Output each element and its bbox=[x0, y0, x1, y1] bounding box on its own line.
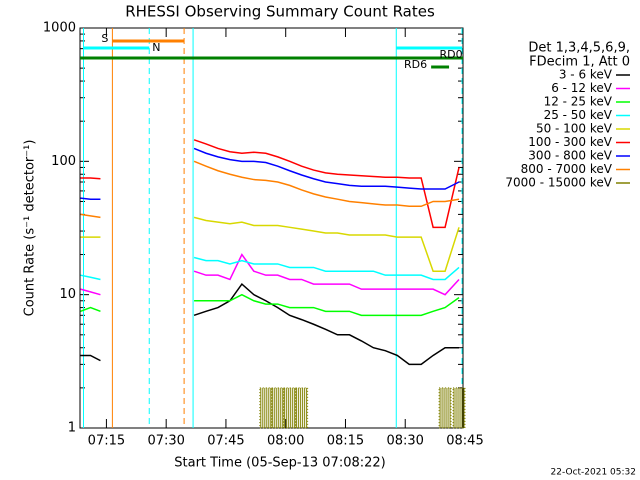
legend-label: 12 - 25 keV bbox=[544, 95, 613, 109]
flag-label: RD0 bbox=[440, 48, 463, 61]
flag-label: S bbox=[101, 32, 108, 45]
y-axis-label: Count Rate (s⁻¹ detector⁻¹) bbox=[23, 140, 38, 317]
chart-title: RHESSI Observing Summary Count Rates bbox=[125, 3, 435, 21]
series-line bbox=[80, 213, 101, 219]
spike bbox=[438, 387, 452, 429]
y-tick-label: 10 bbox=[59, 287, 76, 302]
x-tick-label: 08:45 bbox=[446, 434, 483, 449]
x-tick-label: 07:15 bbox=[88, 434, 125, 449]
series-line bbox=[80, 354, 101, 362]
spike bbox=[259, 387, 273, 429]
flag-label: N bbox=[152, 41, 160, 54]
series-line bbox=[80, 288, 101, 296]
x-tick-label: 07:45 bbox=[207, 434, 244, 449]
legend-label: 3 - 6 keV bbox=[559, 68, 613, 82]
x-tick-label: 08:15 bbox=[327, 434, 364, 449]
plot-frame bbox=[79, 27, 464, 429]
series-line bbox=[193, 160, 460, 208]
series-line bbox=[193, 216, 460, 272]
legend-label: 6 - 12 keV bbox=[551, 81, 613, 95]
spike bbox=[283, 387, 297, 429]
spike bbox=[295, 387, 309, 429]
y-tick-label: 100 bbox=[51, 154, 76, 169]
spike bbox=[271, 387, 285, 429]
series-line bbox=[80, 197, 101, 200]
series-line bbox=[193, 282, 460, 366]
footer: 22-Oct-2021 05:32 bbox=[551, 468, 636, 478]
legend-label: 300 - 800 keV bbox=[528, 149, 612, 163]
legend-label: 50 - 100 keV bbox=[536, 122, 613, 136]
series-line bbox=[80, 177, 101, 180]
series-line bbox=[193, 256, 460, 281]
series-line bbox=[80, 306, 101, 313]
x-tick-label: 08:00 bbox=[267, 434, 304, 449]
legend-label: 100 - 300 keV bbox=[528, 135, 612, 149]
series-line bbox=[80, 274, 101, 281]
spike bbox=[452, 387, 466, 429]
y-tick-label: 1000 bbox=[43, 21, 76, 36]
series-line bbox=[193, 147, 460, 190]
legend-label: 25 - 50 keV bbox=[544, 108, 613, 122]
legend-label: 800 - 7000 keV bbox=[521, 162, 613, 176]
series-line bbox=[194, 293, 460, 317]
x-axis-label: Start Time (05-Sep-13 07:08:22) bbox=[174, 456, 385, 471]
legend-header: Det 1,3,4,5,6,9, bbox=[528, 41, 630, 56]
series-line bbox=[193, 139, 460, 229]
x-tick-label: 08:30 bbox=[386, 434, 423, 449]
legend-header: FDecim 1, Att 0 bbox=[529, 55, 630, 70]
series-line bbox=[193, 253, 460, 296]
flag-label: RD6 bbox=[404, 58, 427, 71]
x-tick-label: 07:30 bbox=[147, 434, 184, 449]
legend-label: 7000 - 15000 keV bbox=[505, 176, 612, 190]
y-tick-label: 1 bbox=[68, 421, 76, 436]
